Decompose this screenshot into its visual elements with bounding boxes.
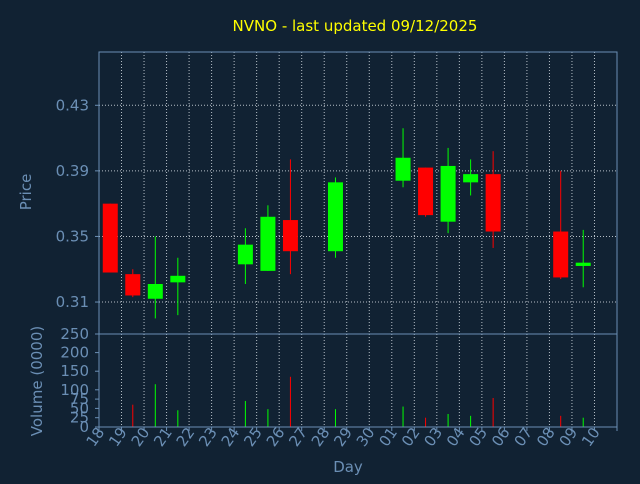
x-tick-label: 19 xyxy=(105,424,131,450)
x-tick-label: 29 xyxy=(330,424,356,450)
x-tick-label: 05 xyxy=(465,424,491,450)
volume-panel-frame xyxy=(98,333,618,428)
candle-body xyxy=(553,231,569,278)
x-tick-label: 01 xyxy=(375,424,401,450)
x-tick-label: 28 xyxy=(308,424,334,450)
x-tick-label: 21 xyxy=(150,424,176,450)
x-tick-label: 30 xyxy=(353,424,379,450)
volume-tick-label: 200 xyxy=(60,344,89,362)
x-tick-label: 06 xyxy=(488,424,514,450)
price-axis-label: Price xyxy=(17,174,35,211)
volume-tick-label: 50 xyxy=(70,399,89,417)
x-tick-label: 07 xyxy=(510,424,536,450)
x-tick-label: 27 xyxy=(285,424,311,450)
volume-tick-label: 0 xyxy=(79,418,89,436)
volume-tick-label: 250 xyxy=(60,325,89,343)
x-tick-label: 09 xyxy=(556,424,582,450)
x-tick-label: 26 xyxy=(263,424,289,450)
x-tick-label: 02 xyxy=(398,424,424,450)
candle-body xyxy=(170,275,186,283)
x-tick-label: 04 xyxy=(443,424,469,450)
x-tick-label: 24 xyxy=(218,424,244,450)
chart-title: NVNO - last updated 09/12/2025 xyxy=(233,17,478,35)
candle-body xyxy=(440,165,456,222)
candle-body xyxy=(418,167,434,216)
volume-tick-label: 100 xyxy=(60,381,89,399)
x-tick-label: 03 xyxy=(420,424,446,450)
price-tick-label: 0.39 xyxy=(56,162,89,180)
candle-body xyxy=(463,174,479,183)
candle-body xyxy=(102,203,118,273)
volume-axis-label: Volume (0000) xyxy=(28,326,46,436)
volume-tick-label: 25 xyxy=(70,409,89,427)
price-tick-label: 0.35 xyxy=(56,227,89,245)
candle-body xyxy=(260,216,276,271)
candle-body xyxy=(575,262,591,266)
candle-body xyxy=(485,174,501,232)
candle-body xyxy=(237,244,253,265)
price-tick-label: 0.43 xyxy=(56,96,89,114)
x-tick-label: 20 xyxy=(128,424,154,450)
price-panel-frame xyxy=(98,51,618,335)
x-tick-label: 22 xyxy=(173,424,199,450)
volume-tick-label: 75 xyxy=(70,390,89,408)
candle-body xyxy=(125,274,141,296)
x-tick-label: 25 xyxy=(240,424,266,450)
x-axis-label: Day xyxy=(333,458,363,476)
candle-body xyxy=(282,220,298,252)
x-tick-label: 10 xyxy=(578,424,604,450)
price-tick-label: 0.31 xyxy=(56,293,89,311)
candle-body xyxy=(147,283,163,299)
volume-tick-label: 150 xyxy=(60,362,89,380)
candle-body xyxy=(395,157,411,181)
x-tick-label: 08 xyxy=(533,424,559,450)
candle-body xyxy=(327,182,343,252)
x-tick-label: 23 xyxy=(195,424,221,450)
